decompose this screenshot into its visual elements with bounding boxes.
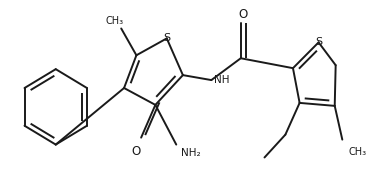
Text: NH: NH: [214, 75, 230, 85]
Text: NH₂: NH₂: [181, 148, 200, 158]
Text: S: S: [315, 37, 322, 47]
Text: CH₃: CH₃: [105, 15, 124, 26]
Text: S: S: [163, 33, 170, 43]
Text: O: O: [238, 8, 247, 21]
Text: O: O: [132, 145, 141, 158]
Text: CH₃: CH₃: [348, 147, 366, 157]
